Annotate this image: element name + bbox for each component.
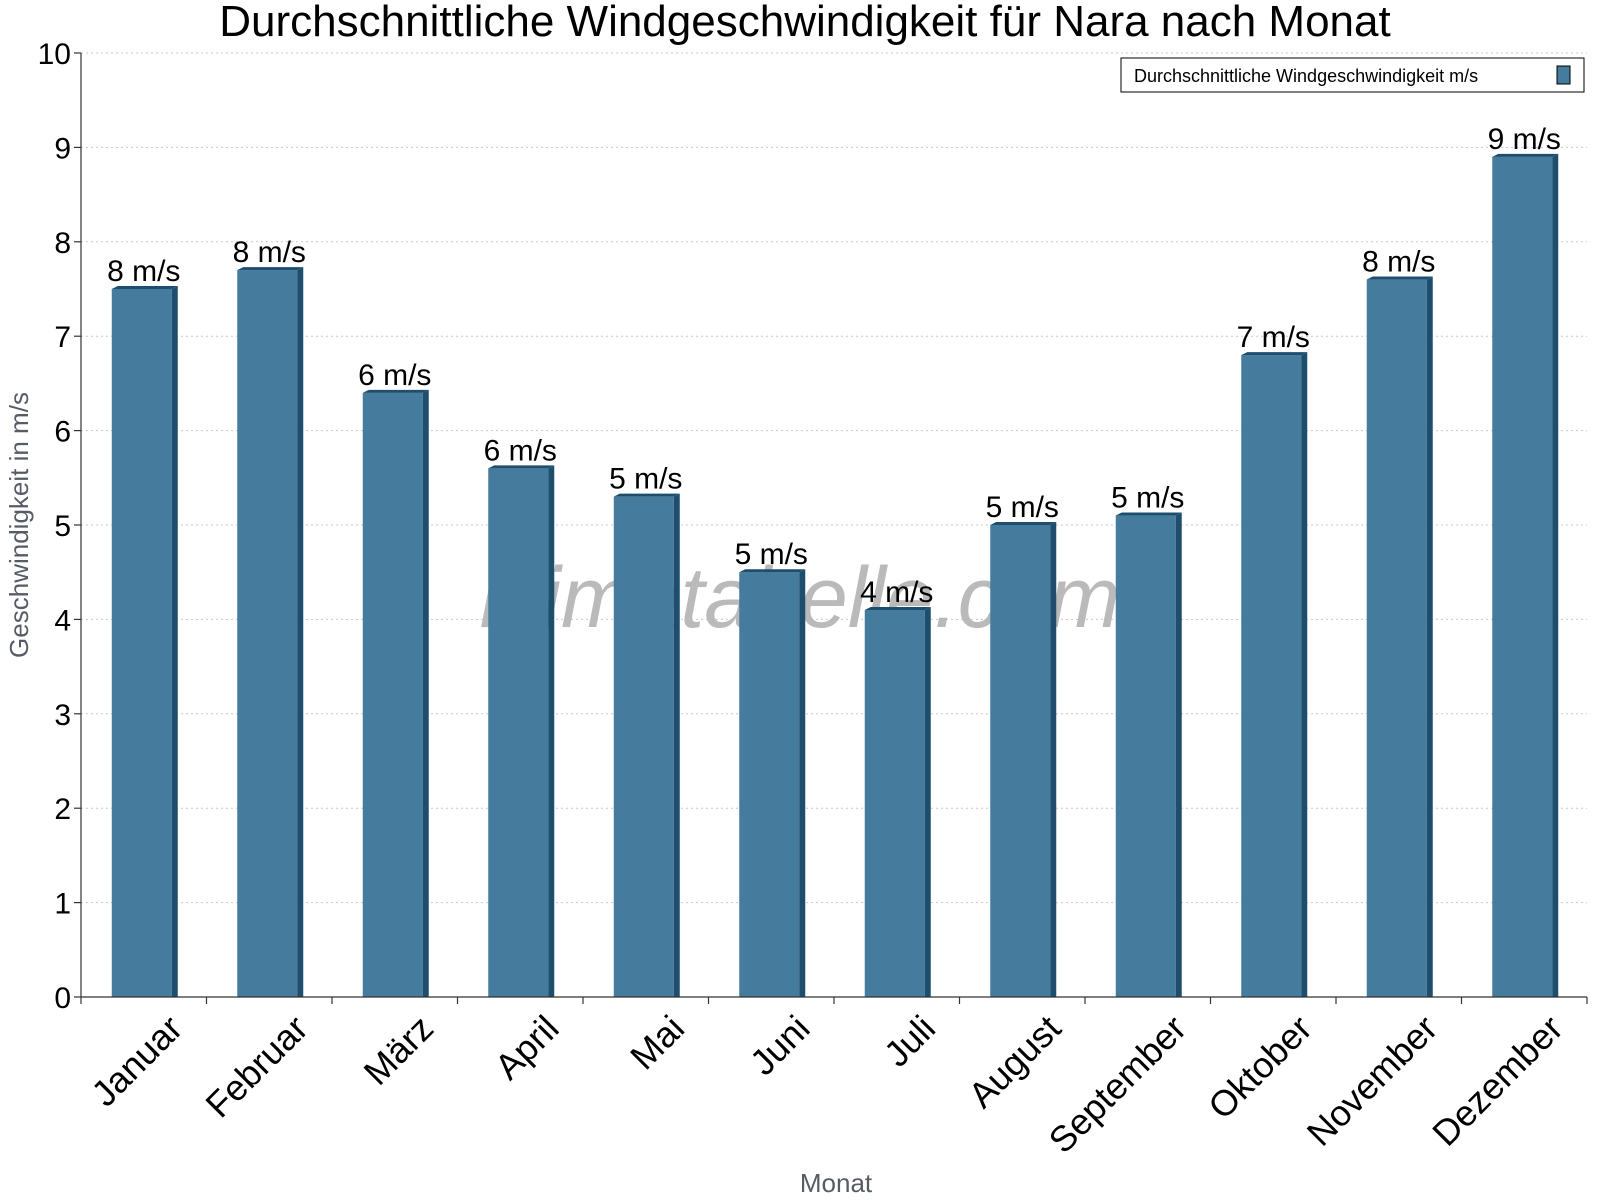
bar-face [864,609,925,997]
data-label: 5 m/s [986,491,1059,524]
bar-side [673,493,680,997]
y-tick-label: 3 [54,699,71,732]
data-label: 8 m/s [1362,246,1435,279]
bar-top [990,522,1057,525]
bar-side [924,606,931,997]
data-label: 6 m/s [358,359,431,392]
y-tick-label: 2 [54,793,71,826]
bar-face [1241,355,1302,998]
data-labels: 8 m/s 8 m/s 6 m/s 6 m/s 5 m/s 5 m/s 4 m/s 5 m/s… [107,123,1561,609]
y-tick-label: 6 [54,416,71,449]
bar-side [1426,276,1433,997]
bar-top [864,606,931,610]
data-label: 6 m/s [484,434,557,467]
x-tick-label: Juli [876,1007,943,1074]
x-tick-label: September [1041,1007,1195,1161]
data-label: 8 m/s [107,255,180,288]
bar-top [613,493,680,497]
bar-märz [362,389,429,998]
gridlines [81,52,1587,904]
legend: Durchschnittliche Windgeschwindigkeit m/… [1120,57,1585,93]
legend-label: Durchschnittliche Windgeschwindigkeit m/… [1134,66,1478,86]
data-label: 4 m/s [860,576,933,609]
x-axis-title: Monat [800,1168,873,1198]
bar-side [171,286,178,997]
bar-top [739,569,806,573]
bar-face [362,392,423,998]
bar-top [237,267,304,271]
bar-januar [111,286,178,997]
bar-face [111,289,172,997]
chart-title: Durchschnittliche Windgeschwindigkeit fü… [219,0,1390,46]
bar-top [1241,352,1308,356]
data-label: 9 m/s [1488,123,1561,156]
bar-side [548,465,555,997]
bar-april [488,465,555,997]
bar-top [362,389,429,393]
bar-face [613,496,674,997]
x-tick-label: Dezember [1424,1007,1570,1153]
bars [111,153,1559,998]
bar-face [1115,515,1176,997]
bar-september [1115,512,1182,997]
bar-side [1301,352,1308,998]
data-label: 5 m/s [1111,482,1184,515]
bar-face [488,468,549,997]
y-tick-label: 4 [54,604,71,637]
bar-side [1552,153,1559,998]
bar-juli [864,606,931,997]
data-label: 8 m/s [233,236,306,269]
data-label: 7 m/s [1237,321,1310,354]
bar-top [1115,512,1182,516]
bar-face [1492,156,1553,998]
y-tick-label: 0 [54,982,71,1015]
bar-side [799,569,806,997]
bar-august [990,522,1057,997]
bar-dezember [1492,153,1559,998]
bar-top [488,465,555,469]
y-tick-label: 10 [38,38,71,71]
x-tick-label: Januar [83,1007,190,1114]
y-axis-title: Geschwindigkeit in m/s [4,392,34,658]
bar-face [237,270,298,997]
x-tick-label: August [960,1007,1068,1115]
y-ticks: 0 1 2 3 4 5 6 7 8 9 10 [38,38,81,1015]
x-tick-label: März [356,1007,442,1093]
bar-top [1492,153,1559,157]
y-tick-label: 8 [54,227,71,260]
bar-side [1050,522,1057,997]
data-label: 5 m/s [609,463,682,496]
y-tick-label: 7 [54,321,71,354]
x-tick-label: Februar [197,1007,315,1125]
y-tick-label: 9 [54,132,71,165]
bar-side [297,267,304,997]
x-tick-label: April [487,1007,567,1087]
bar-mai [613,493,680,997]
x-tick-label: Oktober [1200,1007,1320,1127]
bar-face [1366,279,1427,997]
bar-top [111,286,178,289]
y-tick-label: 5 [54,510,71,543]
bar-face [739,572,800,997]
x-ticks: Januar Februar März April Mai Juni Juli AugustS… [80,997,1588,1161]
bar-face [990,525,1051,997]
bar-side [422,389,429,998]
legend-box [1120,57,1585,93]
legend-swatch [1556,65,1571,85]
bar-side [1175,512,1182,997]
bar-februar [237,267,304,997]
bar-november [1366,276,1433,997]
bar-juni [739,569,806,997]
x-tick-label: Juni [742,1007,818,1083]
data-label: 5 m/s [735,538,808,571]
x-tick-label: November [1299,1007,1445,1153]
x-tick-label: Mai [622,1007,692,1077]
bar-top [1366,276,1433,280]
y-tick-label: 1 [54,888,71,921]
bar-oktober [1241,352,1308,998]
